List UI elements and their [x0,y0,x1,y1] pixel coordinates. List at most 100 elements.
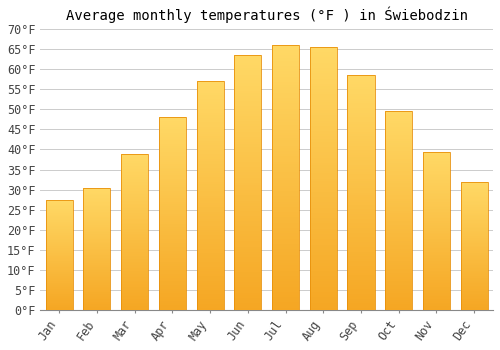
Bar [272,279,299,281]
Bar [272,204,299,207]
Bar [84,232,110,233]
Bar [234,63,262,65]
Bar [159,142,186,144]
Bar [423,190,450,191]
Bar [272,61,299,63]
Bar [196,175,224,177]
Bar [348,134,374,136]
Bar [121,154,148,155]
Bar [159,117,186,119]
Bar [460,224,488,225]
Bar [234,195,262,198]
Bar [159,206,186,208]
Bar [234,137,262,139]
Bar [84,240,110,242]
Bar [310,121,337,123]
Bar [272,268,299,271]
Bar [272,127,299,130]
Bar [234,216,262,218]
Bar [121,271,148,273]
Bar [423,167,450,169]
Bar [196,262,224,265]
Bar [272,289,299,292]
Bar [272,101,299,103]
Bar [234,55,262,57]
Bar [159,183,186,185]
Bar [121,188,148,190]
Bar [460,308,488,309]
Bar [46,251,73,252]
Bar [385,247,412,249]
Bar [310,239,337,242]
Bar [348,136,374,139]
Bar [423,222,450,223]
Bar [423,194,450,196]
Bar [159,175,186,177]
Bar [310,55,337,57]
Bar [159,131,186,133]
Bar [159,172,186,173]
Bar [159,264,186,266]
Bar [196,108,224,111]
Bar [460,299,488,300]
Bar [84,289,110,291]
Bar [385,183,412,185]
Bar [121,182,148,183]
Bar [310,284,337,287]
Bar [84,238,110,239]
Bar [159,251,186,252]
Bar [385,123,412,125]
Bar [423,217,450,218]
Bar [310,226,337,229]
Bar [310,63,337,65]
Bar [423,196,450,198]
Bar [196,246,224,248]
Bar [348,238,374,240]
Bar [121,209,148,210]
Bar [423,248,450,250]
Bar [234,229,262,231]
Bar [84,223,110,225]
Bar [272,215,299,217]
Bar [234,70,262,73]
Bar [159,247,186,248]
Bar [46,234,73,235]
Bar [234,254,262,257]
Bar [234,98,262,101]
Bar [348,190,374,193]
Bar [234,208,262,211]
Bar [348,115,374,117]
Bar [272,281,299,284]
Bar [121,301,148,303]
Bar [423,205,450,207]
Bar [310,250,337,252]
Bar [234,167,262,170]
Bar [348,84,374,87]
Bar [310,221,337,223]
Bar [84,309,110,310]
Bar [84,284,110,285]
Bar [121,279,148,281]
Bar [234,259,262,262]
Bar [272,172,299,175]
Bar [234,290,262,293]
Bar [159,162,186,164]
Bar [423,209,450,210]
Bar [460,255,488,256]
Bar [159,218,186,220]
Bar [84,239,110,240]
Bar [423,191,450,193]
Bar [234,119,262,121]
Bar [46,298,73,299]
Bar [46,264,73,265]
Bar [460,223,488,224]
Bar [196,241,224,244]
Bar [121,246,148,248]
Bar [460,191,488,192]
Bar [460,182,488,310]
Bar [84,218,110,220]
Bar [84,292,110,293]
Bar [84,301,110,302]
Bar [460,286,488,287]
Bar [385,233,412,235]
